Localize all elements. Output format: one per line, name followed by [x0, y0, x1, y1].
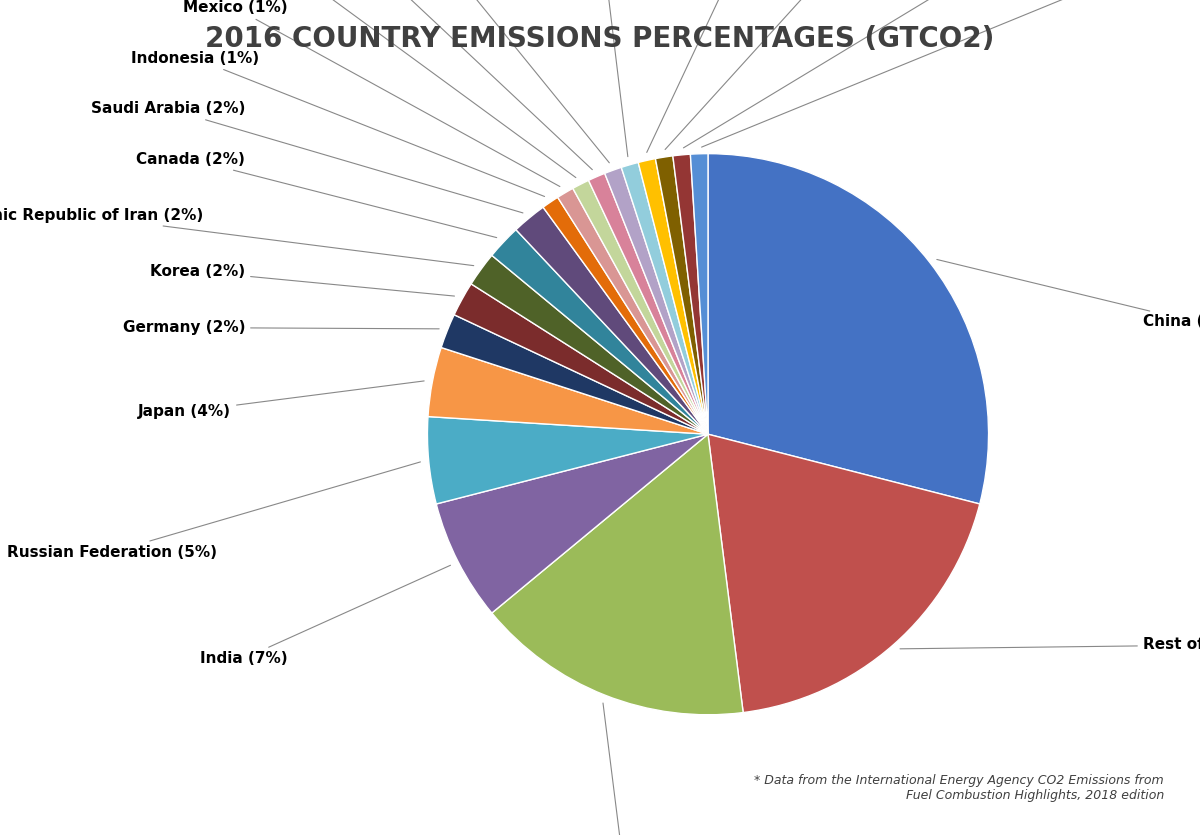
Text: Brazil (1%): Brazil (1%) — [236, 0, 576, 178]
Wedge shape — [708, 434, 979, 712]
Text: Rest of the World (19%): Rest of the World (19%) — [900, 637, 1200, 652]
Text: Indonesia (1%): Indonesia (1%) — [131, 51, 545, 196]
Wedge shape — [655, 156, 708, 434]
Wedge shape — [492, 230, 708, 434]
Text: South Africa (1%): South Africa (1%) — [248, 0, 593, 170]
Text: Islamic Republic of Iran (2%): Islamic Republic of Iran (2%) — [0, 208, 474, 266]
Wedge shape — [622, 163, 708, 434]
Wedge shape — [428, 347, 708, 434]
Wedge shape — [605, 167, 708, 434]
Wedge shape — [442, 315, 708, 434]
Wedge shape — [588, 174, 708, 434]
Text: United States (16%): United States (16%) — [538, 703, 710, 835]
Text: India (7%): India (7%) — [199, 565, 450, 666]
Wedge shape — [454, 284, 708, 434]
Text: Korea (2%): Korea (2%) — [150, 264, 455, 296]
Wedge shape — [437, 434, 708, 613]
Text: Turkey (1%): Turkey (1%) — [647, 0, 829, 153]
Text: Mexico (1%): Mexico (1%) — [182, 0, 560, 186]
Wedge shape — [472, 256, 708, 434]
Text: 2016 COUNTRY EMISSIONS PERCENTAGES (GTCO2): 2016 COUNTRY EMISSIONS PERCENTAGES (GTCO… — [205, 25, 995, 53]
Wedge shape — [544, 197, 708, 434]
Text: * Data from the International Energy Agency CO2 Emissions from
Fuel Combustion H: * Data from the International Energy Age… — [755, 773, 1164, 802]
Wedge shape — [638, 159, 708, 434]
Wedge shape — [572, 180, 708, 434]
Wedge shape — [492, 434, 743, 715]
Text: France (1%): France (1%) — [702, 0, 1200, 147]
Text: Australia (1%): Australia (1%) — [529, 0, 652, 157]
Text: Italy (1%): Italy (1%) — [665, 0, 932, 149]
Text: Canada (2%): Canada (2%) — [137, 152, 497, 238]
Text: Russian Federation (5%): Russian Federation (5%) — [7, 462, 420, 559]
Text: Japan (4%): Japan (4%) — [138, 381, 424, 419]
Text: China (29%): China (29%) — [937, 260, 1200, 330]
Text: Poland (1%): Poland (1%) — [684, 0, 1106, 148]
Wedge shape — [516, 207, 708, 434]
Wedge shape — [558, 189, 708, 434]
Wedge shape — [673, 154, 708, 434]
Wedge shape — [690, 154, 708, 434]
Wedge shape — [708, 154, 989, 504]
Text: United Kingdom (1%): United Kingdom (1%) — [287, 0, 610, 163]
Text: Saudi Arabia (2%): Saudi Arabia (2%) — [91, 101, 523, 213]
Wedge shape — [427, 417, 708, 504]
Text: Germany (2%): Germany (2%) — [122, 320, 439, 335]
